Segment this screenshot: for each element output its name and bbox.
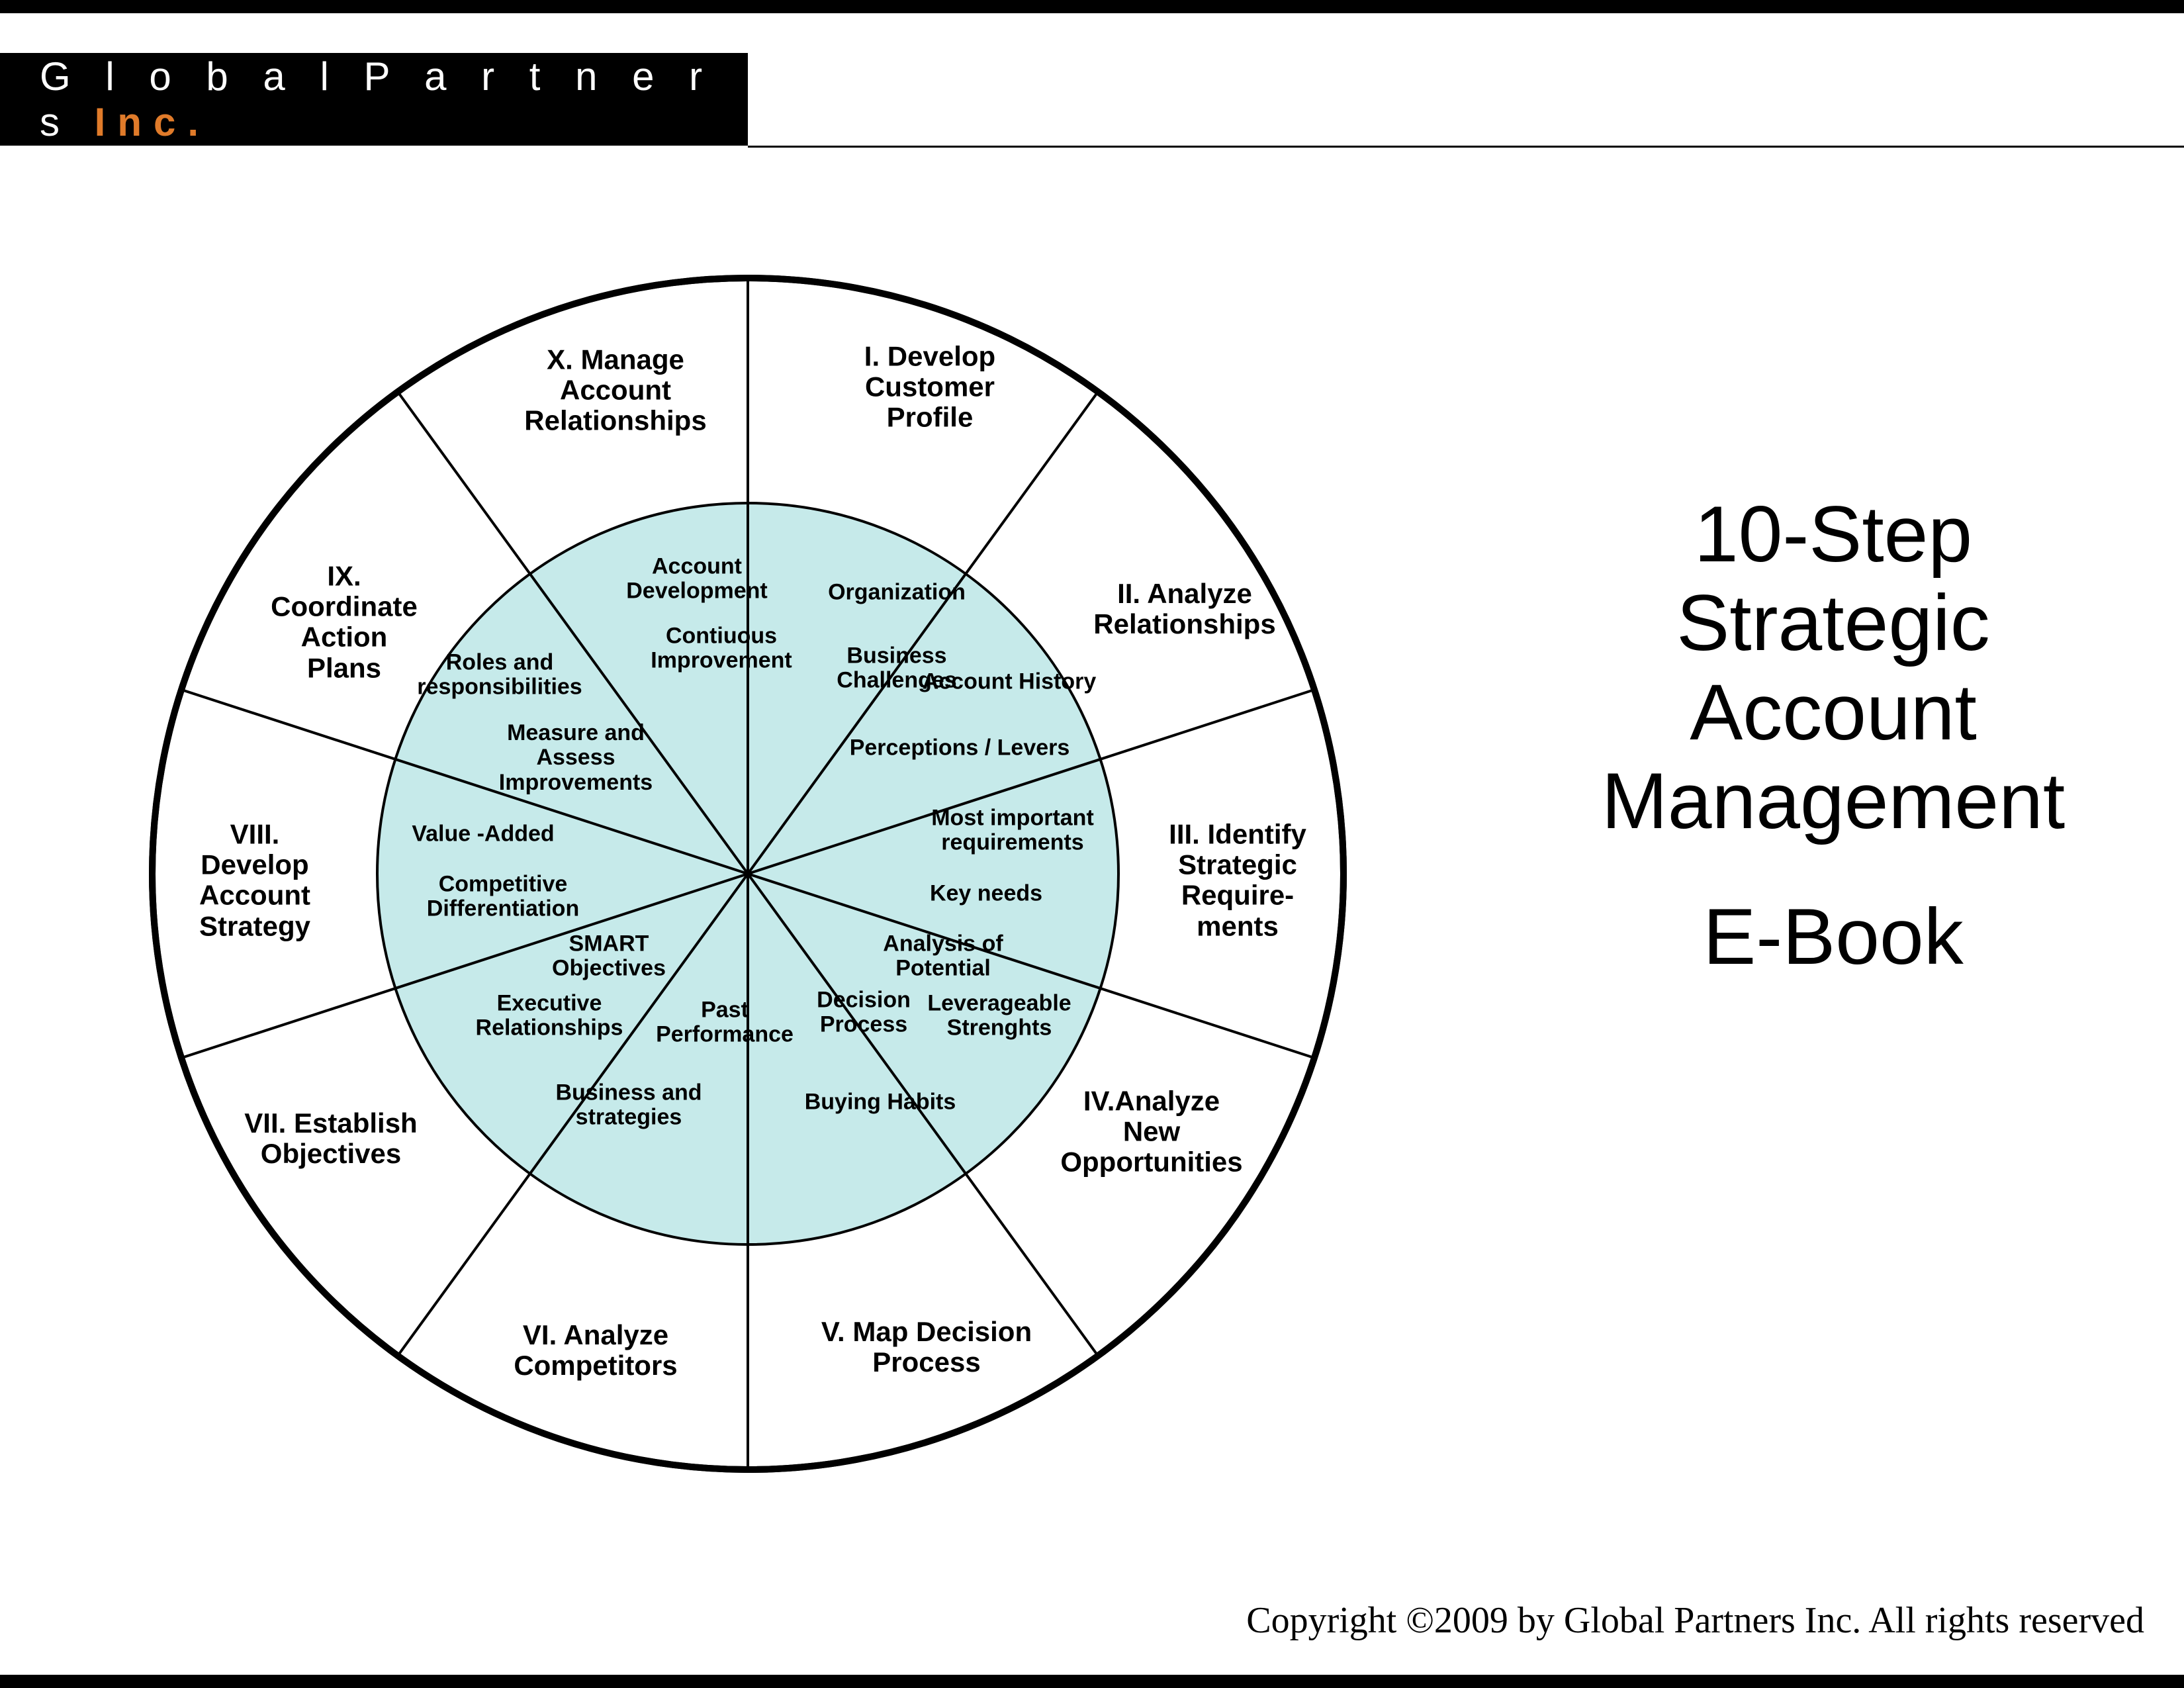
inner-detail-label: DecisionProcess	[817, 988, 911, 1038]
inner-detail-label: LeverageableStrenghts	[927, 992, 1071, 1041]
outer-slice-label: VIII.DevelopAccountStrategy	[199, 820, 310, 942]
title-line-3: Account	[1502, 668, 2164, 757]
outer-slice-label: VII. EstablishObjectives	[244, 1108, 417, 1169]
inner-detail-label: AccountDevelopment	[626, 555, 768, 604]
inner-detail-label: Perceptions / Levers	[850, 735, 1070, 760]
outer-slice-label: I. DevelopCustomerProfile	[864, 342, 995, 434]
inner-detail-label: Analysis ofPotential	[883, 932, 1003, 982]
inner-detail-label: ExecutiveRelationships	[476, 992, 623, 1041]
inner-detail-label: PastPerformance	[656, 998, 794, 1048]
inner-detail-label: SMARTObjectives	[552, 932, 666, 982]
inner-detail-label: Organization	[828, 580, 966, 604]
outer-slice-label: IX.CoordinateActionPlans	[271, 561, 418, 684]
outer-slice-label: II. AnalyzeRelationships	[1093, 579, 1275, 639]
inner-detail-label: Business andstrategies	[555, 1081, 702, 1131]
title-line-4: Management	[1502, 757, 2164, 845]
company-logo-text: G l o b a l P a r t n e r s Inc.	[40, 54, 748, 145]
page: G l o b a l P a r t n e r s Inc. 10-Step…	[0, 13, 2184, 1675]
title-line-1: 10-Step	[1502, 490, 2164, 579]
title-line-2: Strategic	[1502, 579, 2164, 667]
inner-detail-label: Key needs	[930, 881, 1042, 906]
inner-detail-label: Most importantrequirements	[931, 806, 1094, 856]
inner-detail-label: Value -Added	[412, 821, 554, 846]
inner-detail-label: Roles andresponsibilities	[417, 651, 582, 700]
outer-slice-label: IV.AnalyzeNewOpportunities	[1060, 1086, 1242, 1178]
company-suffix: Inc.	[71, 100, 210, 144]
inner-detail-label: Buying Habits	[805, 1090, 956, 1114]
title-line-5: E-Book	[1502, 892, 2164, 981]
copyright-text: Copyright ©2009 by Global Partners Inc. …	[1246, 1599, 2144, 1642]
outer-slice-label: VI. AnalyzeCompetitors	[514, 1320, 677, 1381]
inner-detail-label: CompetitiveDifferentiation	[427, 872, 579, 922]
wheel-diagram: I. DevelopCustomerProfile II. AnalyzeRela…	[86, 212, 1410, 1536]
title-block: 10-Step Strategic Account Management E-B…	[1502, 490, 2164, 981]
inner-detail-label: Account History	[923, 669, 1097, 694]
inner-detail-label: Measure andAssessImprovements	[499, 721, 653, 795]
header-bar: G l o b a l P a r t n e r s Inc.	[0, 53, 748, 146]
inner-detail-label: ContiuousImprovement	[651, 624, 792, 674]
outer-slice-label: X. ManageAccountRelationships	[524, 345, 706, 437]
header-rule	[748, 146, 2184, 148]
outer-slice-label: III. IdentifyStrategicRequire-ments	[1169, 820, 1306, 942]
outer-slice-label: V. Map DecisionProcess	[821, 1317, 1032, 1378]
